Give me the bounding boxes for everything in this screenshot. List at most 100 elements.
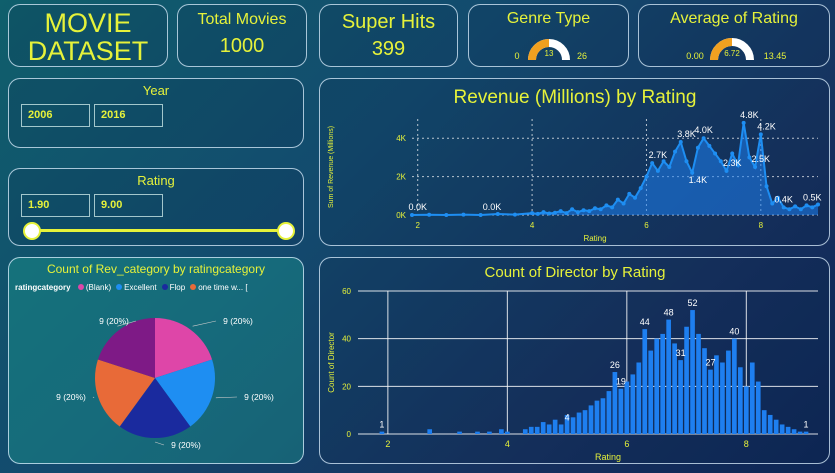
bar — [797, 431, 803, 434]
data-point — [427, 212, 432, 217]
y-tick-label: 2K — [396, 173, 406, 182]
y-tick-label: 40 — [342, 335, 351, 344]
bar — [648, 350, 654, 434]
bar — [749, 362, 755, 434]
rating-slider-handle-max[interactable] — [277, 222, 295, 240]
data-point — [541, 210, 546, 215]
rating-to-input[interactable]: 9.00 — [94, 194, 163, 217]
pie-leader-line — [192, 320, 217, 327]
data-point — [747, 155, 752, 160]
bar — [726, 350, 731, 434]
data-point — [718, 159, 723, 164]
pie-legend-item[interactable]: (Blank) — [77, 283, 112, 292]
total-movies-value: 1000 — [219, 35, 265, 57]
bar — [779, 424, 785, 434]
data-point — [764, 184, 769, 189]
genre-type-gauge: 0 13 26 — [514, 39, 587, 61]
bar — [636, 362, 642, 434]
bar — [564, 414, 570, 434]
data-point — [701, 136, 706, 141]
data-point — [758, 132, 763, 137]
pie-legend-item[interactable]: Flop — [161, 283, 186, 292]
x-axis-label: Rating — [583, 234, 606, 243]
bar — [576, 412, 582, 434]
revenue-area-chart: Revenue (Millions) by Rating 2 4 6 8 0K 2K 4K Ra… — [328, 87, 822, 243]
director-chart-card: Count of Director by Rating 0 20 40 60 2 4 6 8 Ra… — [319, 257, 830, 464]
pie-legend: ratingcategory (Blank) Excellent Flop one t… — [15, 283, 248, 292]
pie-leader-line — [215, 396, 238, 399]
data-point — [547, 211, 552, 216]
data-label: 44 — [640, 317, 650, 327]
pie-chart: 9 (20%) 9 (20%) 9 (20%) 9 (20%) 9 (20%) — [56, 316, 274, 450]
data-point — [695, 145, 700, 150]
year-to-input[interactable]: 2016 — [94, 104, 163, 127]
bar — [624, 381, 630, 434]
bar — [714, 355, 719, 434]
bar — [558, 424, 564, 434]
data-point — [587, 209, 592, 214]
bar — [546, 424, 552, 434]
data-point — [558, 209, 563, 214]
bar — [600, 398, 606, 434]
pie-slice-label: 9 (20%) — [171, 440, 201, 450]
data-label: 2.5K — [752, 154, 771, 164]
data-point — [753, 165, 758, 169]
pie-legend-item[interactable]: one time w... — [190, 283, 243, 292]
data-label: 19 — [616, 377, 626, 387]
data-point — [610, 205, 615, 210]
data-point — [478, 213, 483, 217]
pie-legend-label: (Blank) — [85, 283, 112, 292]
bar — [732, 338, 737, 434]
pie-legend-item[interactable]: Excellent — [116, 283, 157, 292]
rating-slider-handle-min[interactable] — [23, 222, 41, 240]
pie-legend-label: one time w... — [198, 283, 244, 292]
bar — [570, 417, 576, 434]
data-point — [633, 195, 638, 200]
revenue-chart-card: Revenue (Millions) by Rating 2 4 6 8 0K 2K 4K Ra… — [319, 78, 830, 246]
data-label: 48 — [664, 308, 674, 318]
pie-slice — [119, 378, 191, 438]
data-point — [570, 207, 575, 212]
year-filter-label: Year — [142, 83, 170, 98]
bar — [618, 388, 624, 434]
data-point — [512, 212, 517, 217]
pie-leader-line — [117, 320, 137, 327]
data-label: 4.2K — [757, 121, 776, 131]
data-label: 0.5K — [803, 192, 822, 202]
data-point — [644, 174, 649, 179]
data-label: 0.0K — [483, 202, 502, 212]
pie-slice — [97, 318, 155, 378]
data-point — [621, 201, 626, 206]
data-label: 2.3K — [723, 158, 742, 168]
data-label: 4.0K — [694, 125, 713, 135]
pie-slice-label: 9 (20%) — [99, 316, 129, 326]
data-point — [798, 207, 803, 212]
legend-dot-icon — [77, 284, 84, 290]
data-point — [793, 204, 798, 209]
data-point — [444, 213, 449, 217]
data-point — [627, 191, 632, 196]
data-label: 0.0K — [408, 202, 427, 212]
x-tick-label: 6 — [624, 439, 629, 449]
data-point — [741, 120, 746, 125]
year-from-input[interactable]: 2006 — [21, 104, 90, 127]
bar — [606, 391, 612, 434]
pie-slice-label: 9 (20%) — [56, 392, 86, 402]
legend-dot-icon — [190, 284, 197, 290]
data-point — [535, 211, 540, 216]
data-label: 0.4K — [774, 194, 793, 204]
data-label: 4 — [565, 412, 570, 422]
total-movies-label: Total Movies — [197, 11, 287, 28]
bar — [791, 429, 797, 434]
data-point — [661, 159, 666, 164]
rating-from-input[interactable]: 1.90 — [21, 194, 90, 217]
y-axis-label: Count of Director — [327, 332, 336, 393]
data-point — [673, 149, 678, 154]
pie-legend-more[interactable]: [ — [245, 283, 248, 292]
pie-legend-label: Flop — [169, 283, 186, 292]
data-point — [678, 140, 683, 145]
data-label: 1 — [379, 420, 384, 430]
data-label: 27 — [705, 358, 715, 368]
rating-slider-track[interactable] — [31, 229, 286, 232]
avg-rating-card: Average of Rating 0.00 6.72 13.45 — [638, 4, 830, 67]
